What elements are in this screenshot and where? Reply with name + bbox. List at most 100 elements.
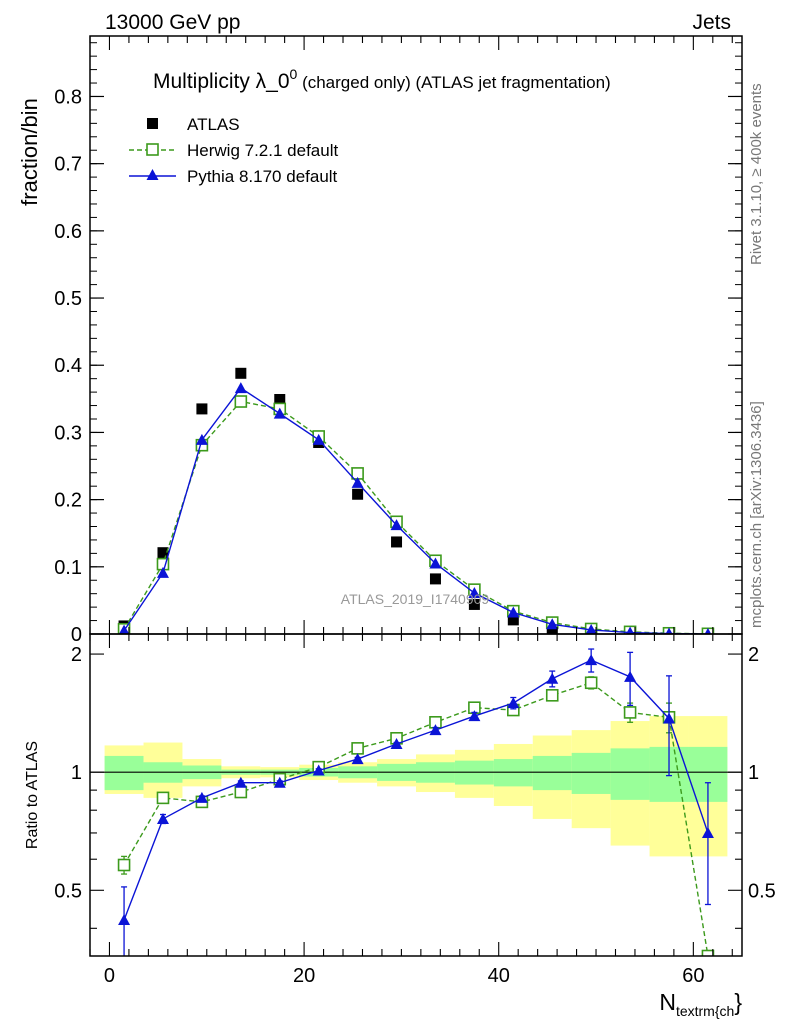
x-tick-label: 0 (104, 965, 115, 987)
ratio-y-tick-label: 1 (71, 762, 82, 784)
data-point (157, 547, 169, 559)
ratio-point (234, 785, 248, 799)
data-point (429, 557, 442, 569)
x-axis-label-tail: } (734, 989, 742, 1015)
ratio-y-tick-label-right: 0.5 (748, 880, 776, 902)
chart-title-tail: (charged only) (ATLAS jet fragmentation) (297, 73, 610, 92)
x-axis-label: Ntextrm{ch} (659, 989, 742, 1019)
data-point (585, 623, 597, 634)
data-point (429, 573, 441, 585)
data-point (235, 367, 247, 379)
ratio-y-tick-label: 0.5 (54, 880, 82, 902)
x-tick-label: 60 (682, 965, 704, 987)
ratio-point (312, 764, 325, 776)
ratio-point (234, 776, 247, 788)
ratio-point (701, 826, 714, 838)
ratio-point (546, 672, 559, 684)
main-y-tick-label: 0.1 (54, 557, 82, 579)
data-point (507, 614, 519, 626)
main-y-tick-label: 0.2 (54, 490, 82, 512)
ratio-point (624, 670, 637, 682)
ratio-point (468, 710, 481, 722)
legend-marker-atlas (147, 118, 158, 129)
ratio-point (118, 913, 131, 925)
legend-label-pythia: Pythia 8.170 default (187, 167, 338, 186)
data-point (273, 407, 286, 419)
uncertainty-band-outer (104, 716, 728, 857)
data-point (274, 394, 286, 406)
legend: ATLAS Herwig 7.2.1 default Pythia 8.170 … (129, 115, 338, 186)
ratio-series-0 (117, 676, 715, 956)
data-point (118, 624, 130, 634)
ratio-y-tick-label-right: 1 (748, 762, 759, 784)
data-point (665, 627, 673, 634)
ratio-point (117, 858, 131, 872)
ratio-point (351, 753, 364, 765)
main-series-group (117, 367, 715, 634)
chart-title-superscript: 0 (290, 66, 298, 82)
data-point (391, 536, 403, 548)
mcplots-label: mcplots.cern.ch [arXiv:1306.3436] (748, 401, 765, 628)
ratio-series-1 (118, 648, 714, 956)
data-point (468, 587, 481, 599)
ratio-y-axis: 0.5 0.5 1 1 2 2 (54, 644, 776, 929)
ratio-point (351, 742, 364, 755)
ratio-point (585, 654, 598, 666)
ratio-point (195, 791, 208, 803)
main-y-tick-label: 0.3 (54, 422, 82, 444)
main-series-2 (118, 382, 712, 634)
header-left: 13000 GeV pp (105, 11, 240, 34)
ratio-y-axis-label: Ratio to ATLAS (24, 741, 41, 849)
data-point (546, 618, 559, 630)
main-series-line (123, 400, 708, 634)
main-y-tick-label: 0.5 (54, 288, 82, 310)
band-bin (571, 752, 611, 794)
ratio-point (273, 776, 286, 788)
ratio-series-line (123, 681, 709, 956)
data-point (351, 476, 364, 488)
ratio-y-tick-label: 2 (71, 644, 82, 666)
ratio-point (156, 791, 170, 805)
ratio-frame (89, 633, 743, 957)
ratio-point (429, 724, 442, 736)
data-point (234, 382, 247, 394)
main-y-tick-label: 0.4 (54, 355, 82, 377)
legend-marker-pythia (146, 169, 159, 180)
uncertainty-band-inner (104, 746, 728, 802)
ratio-point (623, 706, 637, 719)
header-right: Jets (692, 11, 731, 34)
band-bin (532, 755, 572, 791)
ratio-plot-content (90, 648, 742, 956)
data-point (352, 488, 364, 500)
ratio-point (545, 689, 559, 702)
data-point (195, 433, 208, 445)
legend-label-herwig: Herwig 7.2.1 default (187, 141, 338, 160)
main-y-tick-label: 0.8 (54, 86, 82, 108)
data-point (468, 598, 480, 610)
data-point (507, 606, 520, 618)
data-point (312, 433, 325, 445)
main-plot-content (117, 367, 715, 634)
main-y-tick-label: 0.6 (54, 221, 82, 243)
reference-label: ATLAS_2019_I1740909 (341, 591, 490, 607)
data-point (390, 519, 403, 531)
data-point (196, 403, 208, 415)
x-tick-label: 20 (293, 965, 315, 987)
main-series-line (123, 387, 708, 634)
ratio-point (584, 676, 598, 690)
main-y-tick-label: 0.7 (54, 154, 82, 176)
x-axis-label-subscript: textrm{ch (676, 1003, 734, 1019)
ratio-point (663, 712, 676, 724)
main-panel: 0 0.1 0.2 0.3 0.4 0.5 0.6 0.7 0.8 fraction/bin M… (17, 35, 743, 646)
x-tick-label: 40 (488, 965, 510, 987)
data-point (626, 626, 635, 634)
data-point (156, 566, 169, 578)
chart-title: Multiplicity λ_00 (charged only) (ATLAS … (153, 66, 611, 93)
ratio-point (507, 697, 520, 709)
legend-label-atlas: ATLAS (187, 115, 240, 134)
ratio-panel: 0.5 0.5 1 1 2 2 0 20 40 60 Ratio to ATLAS Ntextr… (24, 633, 776, 1019)
ratio-series-line (123, 659, 709, 921)
x-axis-label-main: N (659, 989, 676, 1015)
ratio-point (156, 812, 169, 824)
